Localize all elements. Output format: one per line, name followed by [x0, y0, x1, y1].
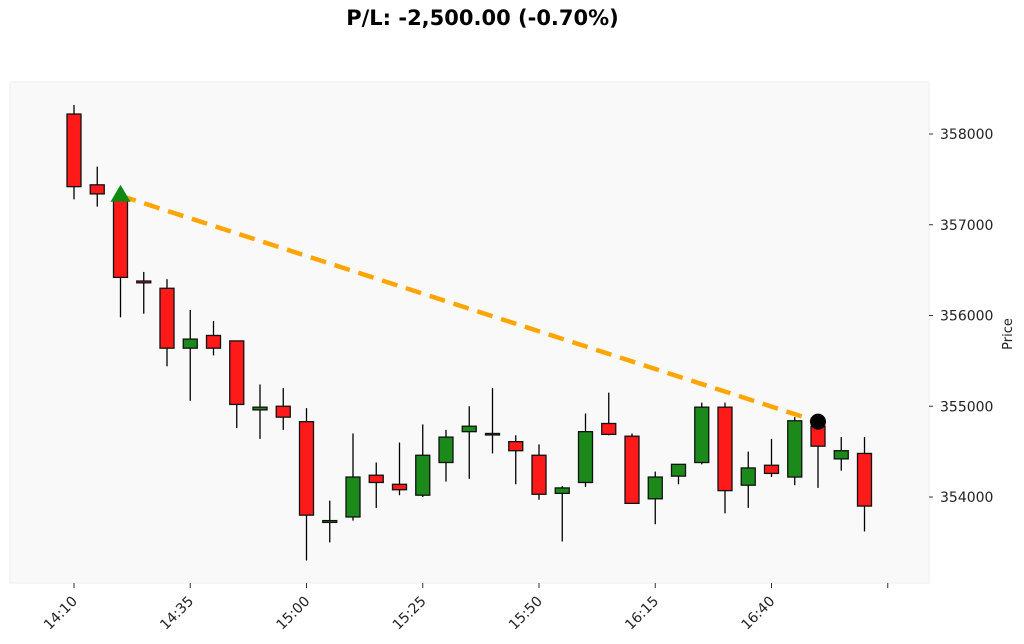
candle-body: [368, 474, 384, 484]
candle: [229, 340, 245, 429]
candle-body: [717, 406, 733, 492]
candle: [531, 444, 547, 500]
candle: [810, 420, 826, 488]
x-tick-label: 15:25: [390, 594, 430, 634]
y-tick-label: 358000: [940, 127, 993, 143]
candle: [391, 442, 408, 496]
candle: [694, 402, 710, 465]
candle: [415, 424, 431, 497]
candle-body: [694, 406, 710, 464]
candle-body: [624, 435, 640, 505]
candle-body: [647, 476, 663, 500]
candles: [66, 104, 873, 561]
candle-body: [205, 334, 222, 349]
candle-body: [601, 422, 617, 436]
y-tick-label: 355000: [940, 399, 993, 415]
y-axis: 354000 355000 356000 357000 358000: [929, 127, 993, 506]
candle: [624, 433, 640, 505]
candle: [368, 462, 384, 508]
x-tick-label: 15:50: [506, 594, 546, 634]
candle: [647, 471, 663, 525]
candle: [601, 392, 617, 436]
candle: [577, 413, 594, 488]
candle: [136, 271, 152, 314]
y-axis-label: Price: [1001, 318, 1016, 350]
candle: [484, 388, 501, 454]
candle: [182, 310, 198, 401]
candle-body: [461, 425, 477, 433]
candle-body: [345, 476, 361, 518]
candle: [159, 279, 175, 367]
x-tick-label: 16:15: [622, 594, 662, 634]
candle-body: [833, 450, 849, 460]
x-axis: 14:10 14:35 15:00 15:25 15:50 16:15 16:40: [41, 583, 889, 634]
candle: [856, 437, 873, 532]
candle-body: [322, 519, 338, 524]
candle-body: [252, 406, 268, 411]
candle: [717, 402, 733, 514]
candle: [275, 388, 291, 430]
y-tick-label: 357000: [940, 218, 993, 234]
candle: [461, 406, 477, 479]
candle-body: [136, 280, 152, 284]
candle-body: [787, 420, 803, 478]
x-tick-label: 16:40: [738, 594, 778, 634]
trade-overlay: [110, 184, 826, 430]
candle-body: [577, 431, 594, 484]
candle: [787, 417, 803, 486]
x-tick-label: 15:00: [273, 594, 313, 634]
candle: [508, 435, 524, 485]
candle-body: [508, 440, 524, 452]
candle: [345, 433, 361, 521]
candle-body: [438, 436, 454, 464]
trade-line: [119, 193, 819, 424]
candle-body: [856, 452, 873, 507]
candle: [298, 408, 315, 561]
candle: [322, 500, 338, 543]
candle-body: [89, 184, 105, 195]
candle: [89, 166, 105, 207]
y-tick-label: 354000: [940, 490, 993, 506]
candle-body: [670, 463, 687, 477]
chart-title: P/L: -2,500.00 (-0.70%): [346, 6, 619, 30]
entry-marker-triangle-icon: [110, 184, 131, 202]
candle-body: [275, 405, 291, 418]
candle: [438, 429, 454, 482]
candle-body: [159, 287, 175, 349]
candle-body: [66, 113, 82, 188]
exit-marker-circle-icon: [810, 413, 826, 430]
x-tick-label: 14:10: [41, 594, 81, 634]
candle-body: [531, 454, 547, 495]
candle-body: [415, 454, 431, 496]
candle: [740, 451, 756, 508]
candle-body: [182, 338, 198, 349]
candle: [252, 384, 268, 439]
plot-area: [9, 81, 930, 584]
candle: [554, 486, 570, 542]
y-tick-label: 356000: [940, 309, 993, 325]
candle-body: [554, 487, 570, 495]
candle-body: [740, 467, 756, 486]
candle-body: [391, 483, 408, 491]
candle-body: [298, 421, 315, 516]
candle-body: [763, 464, 780, 475]
x-tick-label: 14:35: [157, 594, 197, 634]
candle: [66, 104, 82, 200]
candle-body: [229, 340, 245, 406]
candle-body: [484, 432, 501, 436]
candle: [833, 437, 849, 471]
candle: [763, 438, 780, 478]
candle: [205, 320, 222, 356]
candle: [670, 463, 687, 485]
candle-body: [112, 198, 129, 279]
